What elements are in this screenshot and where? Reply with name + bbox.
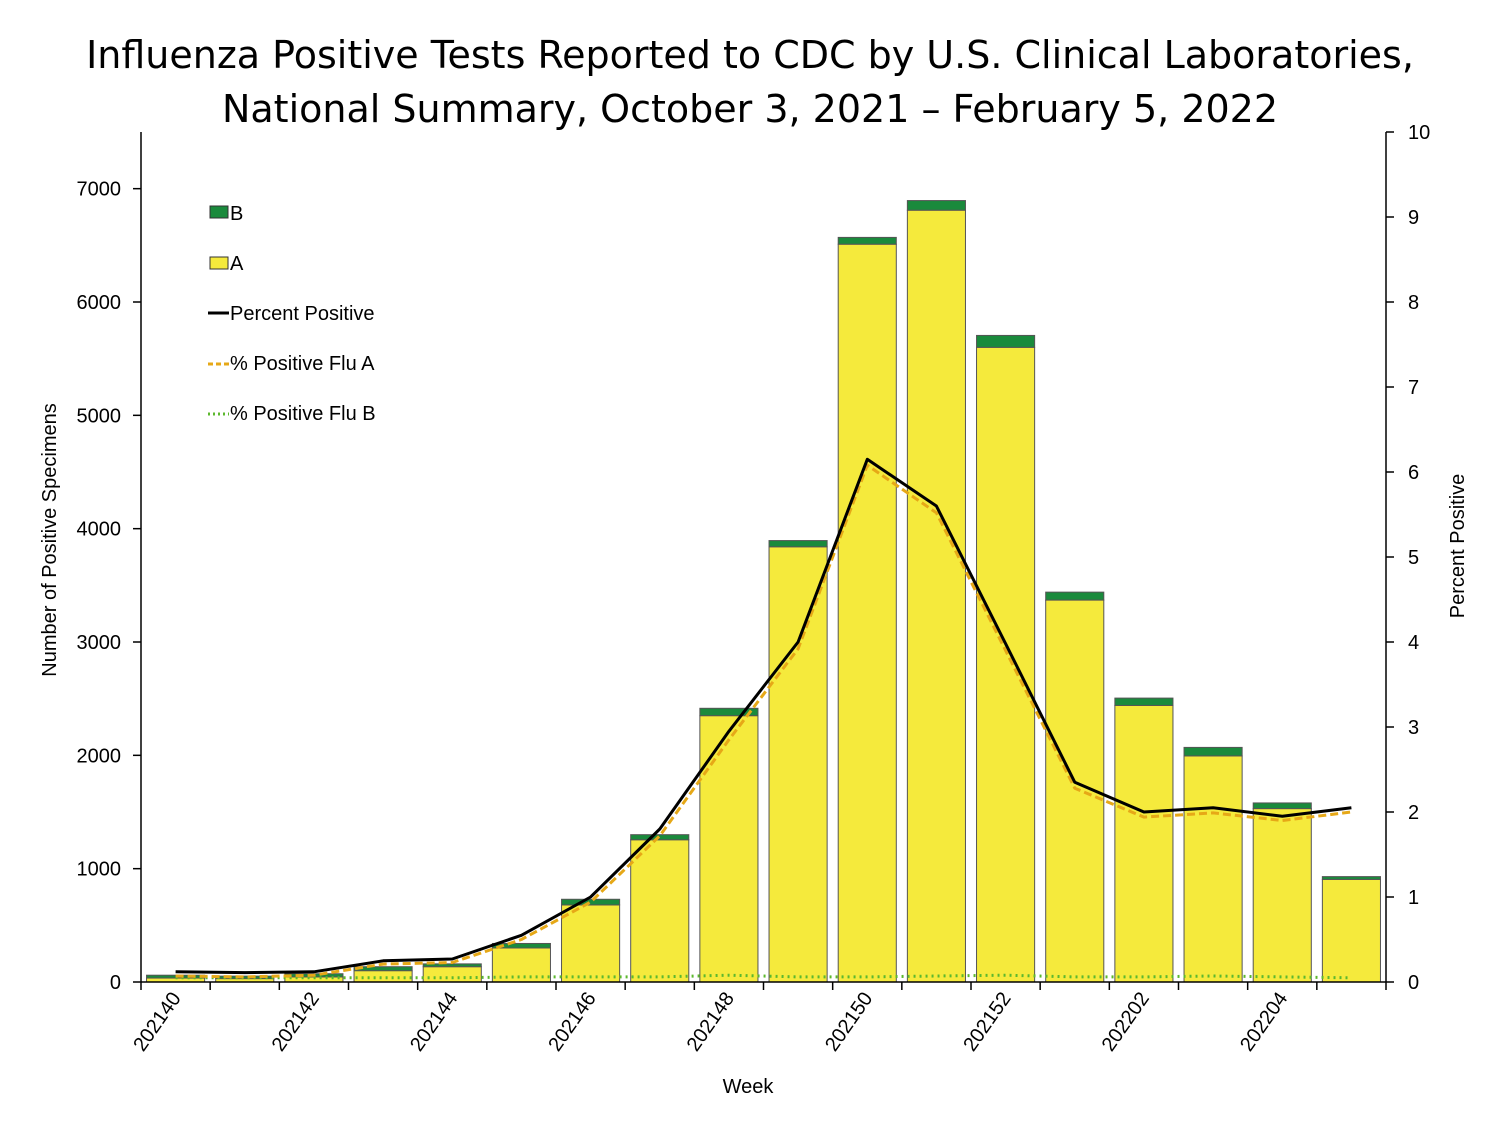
y-tick-label-7000: 7000 [77, 179, 122, 201]
bar-a-202205 [1321, 878, 1381, 983]
x-tick-label-202202: 202202 [1098, 988, 1154, 1055]
bar-a-202144 [422, 966, 482, 983]
y2-tick-label-2: 2 [1408, 802, 1419, 824]
y-tick-label-5000: 5000 [77, 405, 122, 427]
bar-a-202146 [561, 904, 621, 983]
x-tick-label-202146: 202146 [544, 988, 600, 1055]
y2-tick-label-0: 0 [1408, 972, 1419, 994]
y-tick-label-2000: 2000 [77, 745, 122, 767]
line-positive-flu-b [175, 973, 1352, 980]
bar-a-202202 [1114, 704, 1174, 983]
bar-b-202202 [1114, 697, 1174, 706]
chart-title-line2: National Summary, October 3, 2021 – Febr… [221, 87, 1279, 131]
y2-tick-label-9: 9 [1408, 207, 1419, 229]
chart-title-line1: Influenza Positive Tests Reported to CDC… [86, 33, 1414, 77]
legend-swatch-a [209, 256, 229, 270]
bar-a-202203 [1183, 755, 1243, 983]
y-tick-label-1000: 1000 [77, 859, 122, 881]
bar-a-202149 [768, 546, 828, 983]
y2-tick-label-5: 5 [1408, 547, 1419, 569]
y-tick-label-6000: 6000 [77, 292, 122, 314]
bar-b-202205 [1321, 876, 1381, 880]
bar-b-202146 [561, 898, 621, 906]
y2-tick-label-7: 7 [1408, 377, 1419, 399]
legend-label-percent-positive: Percent Positive [230, 303, 375, 325]
y-ticks-group: 0 1000 2000 3000 4000 5000 6000 7000 [77, 179, 141, 994]
y2-tick-label-4: 4 [1408, 632, 1419, 654]
bar-a-202151 [906, 209, 966, 983]
bar-b-202152 [976, 334, 1036, 348]
bar-a-202147 [630, 839, 690, 983]
x-ticks-group: 202140 202142 202144 202146 202148 202150 2021… [129, 982, 1387, 1056]
legend: B A Percent Positive % Positive Flu A % … [208, 203, 376, 425]
bar-b-202204 [1252, 802, 1312, 810]
y2-ticks-group: 0 1 2 3 4 5 6 7 8 9 10 [1386, 122, 1430, 994]
y2-tick-label-3: 3 [1408, 717, 1419, 739]
x-tick-label-202204: 202204 [1236, 988, 1292, 1055]
y2-tick-label-1: 1 [1408, 887, 1419, 909]
x-tick-label-202140: 202140 [129, 988, 185, 1055]
y-tick-label-0: 0 [110, 972, 121, 994]
bar-b-202151 [906, 200, 966, 211]
bar-a-202204 [1252, 808, 1312, 983]
x-axis-label: Week [723, 1076, 775, 1098]
chart-title: Influenza Positive Tests Reported to CDC… [0, 28, 1500, 136]
line-positive-flu-a [175, 463, 1352, 979]
y2-tick-label-6: 6 [1408, 462, 1419, 484]
bar-b-202201 [1045, 591, 1105, 601]
bar-a-202148 [699, 715, 759, 983]
y-tick-label-4000: 4000 [77, 519, 122, 541]
x-tick-label-202150: 202150 [821, 988, 877, 1055]
bar-a-202150 [837, 243, 897, 983]
legend-label-b: B [230, 203, 243, 225]
x-tick-label-202144: 202144 [406, 988, 462, 1055]
legend-label-flu-b: % Positive Flu B [230, 403, 376, 425]
legend-label-flu-a: % Positive Flu A [230, 353, 375, 375]
x-tick-label-202152: 202152 [959, 988, 1015, 1055]
lines-group [175, 457, 1352, 980]
bar-a-202152 [976, 346, 1036, 983]
bar-b-202149 [768, 540, 828, 548]
bar-b-202148 [699, 707, 759, 717]
bar-a-202145 [491, 947, 551, 983]
bar-b-202203 [1183, 746, 1243, 757]
y2-axis-label: Percent Positive [1447, 474, 1469, 619]
y-tick-label-3000: 3000 [77, 632, 122, 654]
y-axis-label: Number of Positive Specimens [39, 403, 61, 676]
legend-swatch-b [209, 205, 229, 219]
y2-tick-label-8: 8 [1408, 292, 1419, 314]
bar-b-202143 [353, 966, 413, 972]
bar-b-202140 [146, 974, 206, 979]
x-tick-label-202142: 202142 [268, 988, 324, 1055]
line-percent-positive [175, 457, 1352, 975]
bar-b-202150 [837, 236, 897, 245]
x-tick-label-202148: 202148 [683, 988, 739, 1055]
legend-label-a: A [230, 253, 244, 275]
y2-tick-label-10: 10 [1408, 122, 1430, 144]
